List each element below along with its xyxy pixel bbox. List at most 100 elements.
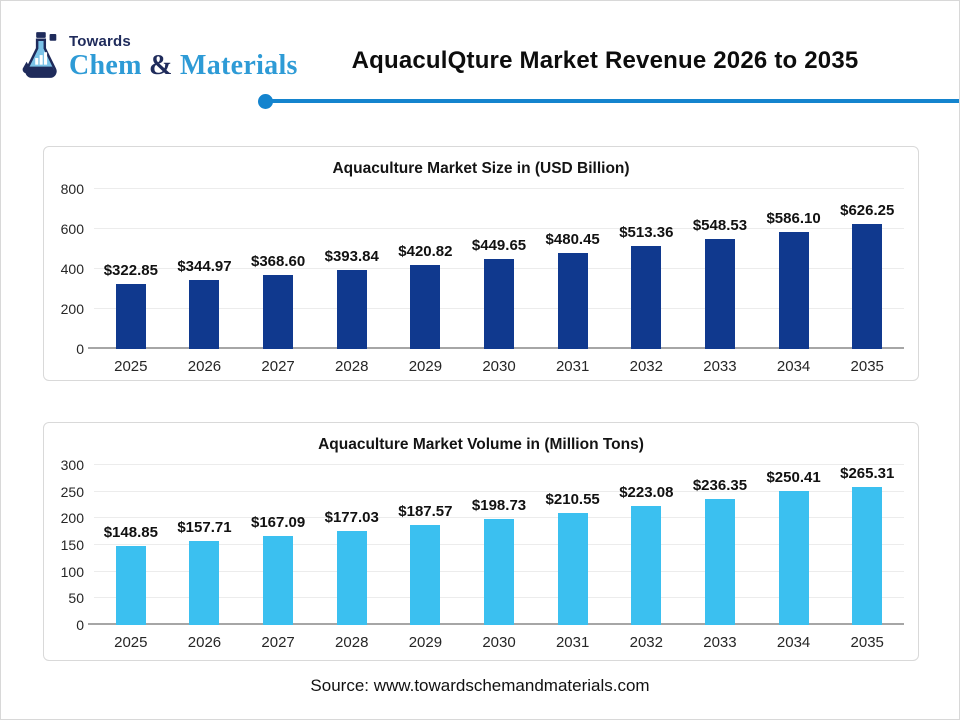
chart-body: 0 50 100 150 200 250 300 $148.85 $157.71 $167.09… [44, 457, 918, 633]
bar-column: $187.57 [389, 465, 463, 625]
bar-column: $198.73 [462, 465, 536, 625]
bar-value-label: $322.85 [103, 262, 158, 280]
x-tick-label: 2032 [629, 358, 663, 375]
bar [115, 545, 146, 625]
bars: $148.85 $157.71 $167.09 $177.03 $187.57 $198.… [94, 465, 904, 625]
bar-value-label: $250.41 [766, 469, 821, 487]
y-tick-label: 150 [60, 537, 84, 553]
x-tick-label: 2026 [187, 358, 222, 375]
bar-value-label: $223.08 [619, 484, 674, 502]
bar-value-label: $148.85 [103, 523, 158, 541]
bar [557, 252, 588, 349]
chart-body: 0 200 400 600 800 $322.85 $344.97 $368.60 $393.… [44, 181, 918, 357]
x-tick-label: 2029 [408, 358, 443, 375]
bar-column: $480.45 [536, 189, 610, 349]
x-tick-label: 2025 [114, 634, 148, 651]
x-tick-label: 2030 [482, 358, 516, 375]
title-divider-line [267, 99, 959, 103]
bar-column: $265.31 [830, 465, 904, 625]
page-title: AquaculQture Market Revenue 2026 to 2035 [351, 47, 859, 74]
bar-column: $586.10 [757, 189, 831, 349]
bar-value-label: $480.45 [545, 230, 600, 248]
bar [704, 239, 735, 349]
bar [410, 524, 441, 625]
x-tick-label: 2031 [555, 358, 590, 375]
plot-area: $322.85 $344.97 $368.60 $393.84 $420.82 $449.… [88, 188, 904, 349]
x-tick-label: 2027 [261, 358, 295, 375]
bar-column: $177.03 [315, 465, 389, 625]
bar-column: $148.85 [94, 465, 168, 625]
bar-value-label: $449.65 [471, 237, 527, 255]
chart-title: Aquaculture Market Size in (USD Billion) [332, 160, 630, 177]
bar-column: $157.71 [168, 465, 242, 625]
x-tick-label: 2034 [776, 358, 811, 375]
x-axis: 2025 2026 2027 2028 2029 2030 2031 2032 2033 2034… [94, 358, 918, 375]
bar [263, 535, 294, 625]
y-tick-label: 200 [60, 510, 84, 527]
logo-ampersand: & [141, 50, 180, 81]
bar-value-label: $236.35 [692, 476, 748, 494]
y-axis: 0 200 400 600 800 [44, 181, 94, 357]
bar-column: $236.35 [683, 465, 757, 625]
bar-value-label: $513.36 [619, 224, 674, 242]
bar [778, 491, 809, 625]
logo-chem: Chem [69, 50, 142, 81]
x-tick-label: 2032 [629, 634, 663, 651]
y-tick-label: 100 [60, 563, 84, 580]
bar-column: $210.55 [536, 465, 610, 625]
bar [631, 506, 662, 625]
logo-towards: Towards [69, 33, 131, 50]
bar-column: $167.09 [241, 465, 315, 625]
x-tick-label: 2027 [261, 634, 295, 651]
y-tick-label: 0 [76, 341, 84, 357]
x-tick-label: 2029 [408, 634, 443, 651]
bar-column: $513.36 [609, 189, 683, 349]
bar [484, 259, 515, 349]
flask-icon [22, 32, 57, 78]
y-axis: 0 50 100 150 200 250 300 [44, 457, 94, 633]
gridline [94, 490, 904, 492]
bar-value-label: $265.31 [840, 465, 895, 482]
plot-area: $148.85 $157.71 $167.09 $177.03 $187.57 $198.… [88, 464, 904, 625]
bar-column: $393.84 [315, 189, 389, 349]
y-tick-label: 800 [60, 181, 84, 197]
chart-title: Aquaculture Market Volume in (Million To… [318, 436, 644, 453]
y-tick-label: 600 [60, 221, 84, 237]
x-tick-label: 2025 [114, 358, 148, 375]
y-tick-label: 300 [60, 457, 84, 473]
bar-value-label: $344.97 [177, 258, 232, 276]
bar-column: $223.08 [609, 465, 683, 625]
bar-value-label: $167.09 [250, 513, 306, 531]
bar-value-label: $210.55 [545, 490, 600, 508]
x-tick-label: 2028 [335, 634, 369, 651]
bar [557, 512, 588, 625]
bar-column: $449.65 [462, 189, 536, 349]
y-tick-label: 250 [60, 483, 84, 500]
bar [115, 284, 146, 349]
x-tick-label: 2031 [555, 634, 590, 651]
bar-value-label: $187.57 [398, 502, 453, 520]
bar [336, 270, 367, 349]
bar-value-label: $548.53 [692, 217, 748, 235]
bar-value-label: $393.84 [324, 248, 379, 266]
logo-materials: Materials [179, 50, 298, 81]
gridline [94, 188, 904, 189]
y-tick-label: 400 [60, 261, 84, 277]
bar [484, 519, 515, 625]
bar [704, 498, 735, 625]
x-tick-label: 2033 [703, 358, 737, 375]
bar [852, 223, 883, 349]
y-tick-label: 50 [68, 590, 84, 607]
bar-value-label: $157.71 [177, 518, 232, 536]
bar-value-label: $368.60 [250, 253, 306, 271]
x-tick-label: 2033 [703, 634, 737, 651]
bar [410, 264, 441, 349]
bar [778, 231, 809, 349]
market-volume-chart-panel: Aquaculture Market Volume in (Million To… [43, 422, 919, 661]
gridline [94, 464, 904, 465]
bars: $322.85 $344.97 $368.60 $393.84 $420.82 $449.… [94, 189, 904, 349]
market-size-chart-panel: Aquaculture Market Size in (USD Billion)… [43, 146, 919, 381]
logo-chem-materials: Chem & Materials [69, 51, 298, 81]
bar-column: $548.53 [683, 189, 757, 349]
bar-value-label: $198.73 [471, 497, 527, 515]
